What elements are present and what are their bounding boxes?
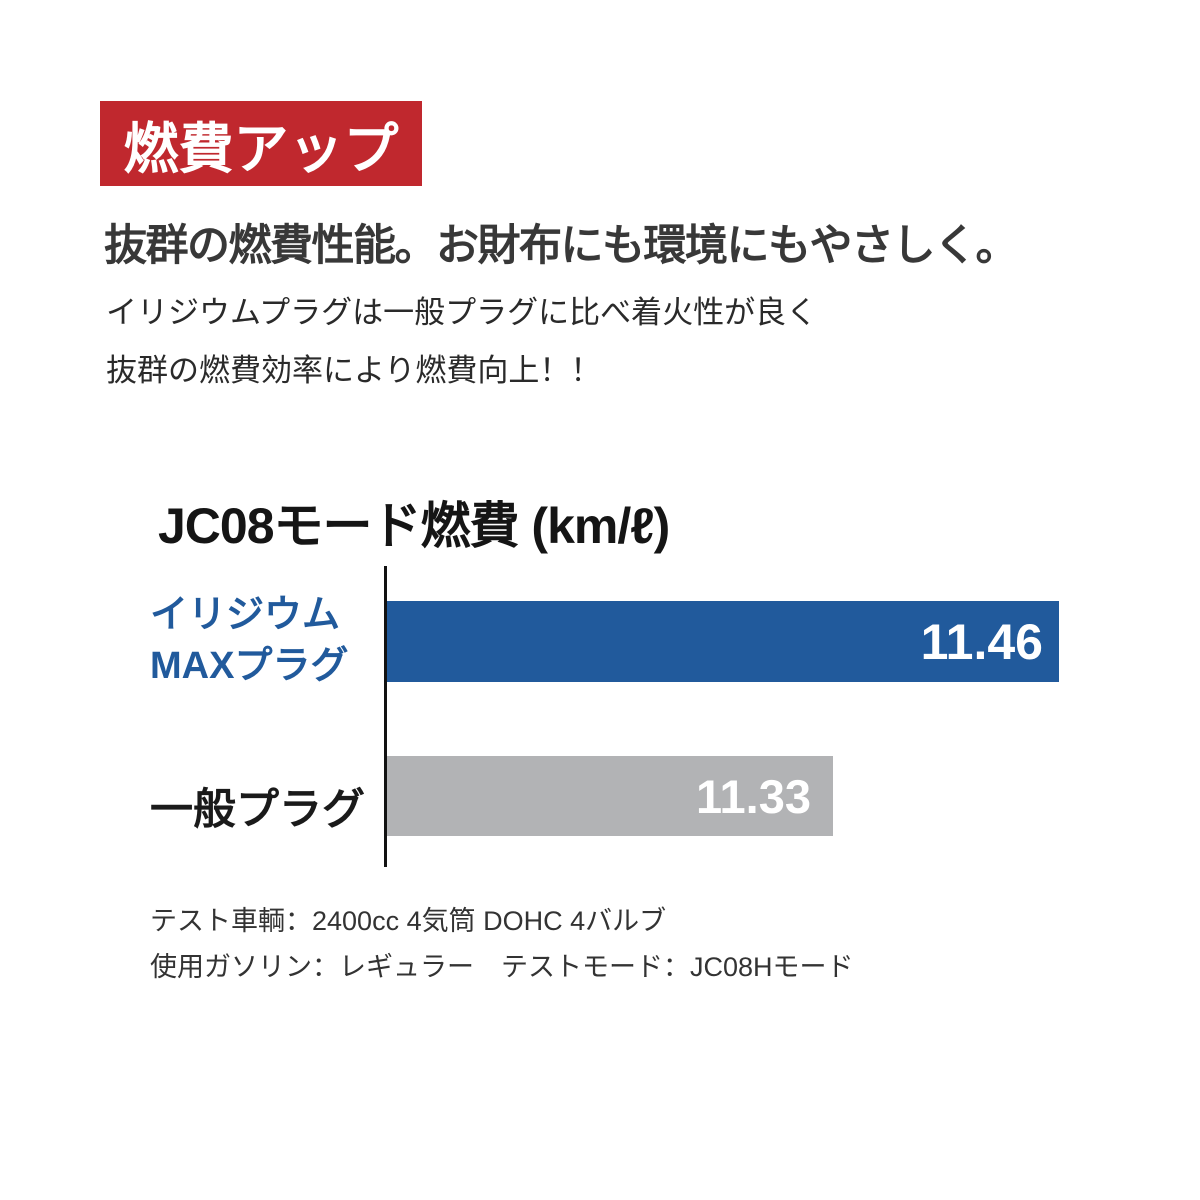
bar-value-general-plug: 11.33 <box>695 769 811 823</box>
footnote-line-2: 使用ガソリン：レギュラー テストモード：JC08Hモード <box>150 952 854 982</box>
bar-label-general-plug-line-1: 一般プラグ <box>150 786 365 834</box>
bar-label-iridium-max-line-1: イリジウム <box>150 594 341 636</box>
bar-general-plug: 11.33 <box>387 756 833 836</box>
chart-title: JC08モード燃費 (km/ℓ) <box>158 498 670 554</box>
body-text: イリジウムプラグは一般プラグに比べ着火性が良く 抜群の燃費効率により燃費向上！！ <box>106 284 817 400</box>
body-line-1: イリジウムプラグは一般プラグに比べ着火性が良く <box>106 295 818 330</box>
test-conditions-footnotes: テスト車輌：2400cc 4気筒 DOHC 4バルブ 使用ガソリン：レギュラー … <box>150 898 854 990</box>
chart-axis-line <box>384 566 387 867</box>
bar-label-general-plug: 一般プラグ <box>150 775 365 837</box>
fuel-up-badge: 燃費アップ <box>100 101 422 186</box>
bar-label-iridium-max: イリジウム MAXプラグ <box>150 590 348 692</box>
fuel-up-badge-label: 燃費アップ <box>123 117 399 180</box>
bar-value-iridium-max: 11.46 <box>920 613 1043 670</box>
footnote-line-1: テスト車輌：2400cc 4気筒 DOHC 4バルブ <box>150 906 667 936</box>
body-line-2: 抜群の燃費効率により燃費向上！！ <box>106 353 602 388</box>
bar-label-iridium-max-line-2: MAXプラグ <box>150 645 349 687</box>
headline: 抜群の燃費性能。お財布にも環境にもやさしく。 <box>104 222 1019 270</box>
bar-iridium-max: 11.46 <box>387 601 1059 682</box>
